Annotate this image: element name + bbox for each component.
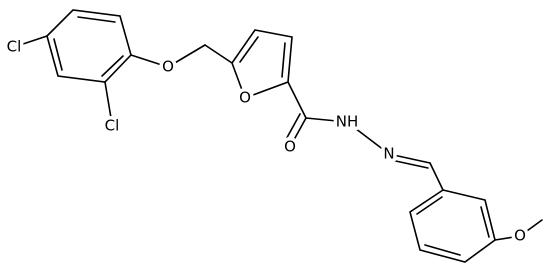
atom-label: N <box>383 145 394 163</box>
atom-label: O <box>514 227 526 245</box>
double-bond <box>390 159 429 169</box>
bond <box>104 81 113 125</box>
atom-label: NH <box>336 113 359 131</box>
bond <box>305 117 348 123</box>
ring-bond <box>46 9 132 83</box>
atom-label: O <box>284 138 296 156</box>
double-bond <box>281 42 286 78</box>
double-bond <box>101 55 124 77</box>
ring-bond <box>409 189 496 263</box>
double-bond <box>388 153 431 164</box>
ring-bond <box>231 29 293 100</box>
atom-label: Cl <box>7 38 22 56</box>
double-bond <box>53 38 63 71</box>
bond <box>167 44 206 68</box>
double-bond <box>289 117 307 148</box>
double-bond <box>424 244 461 256</box>
double-bond <box>239 36 259 63</box>
atom-label: O <box>239 89 251 107</box>
double-bond <box>416 196 443 215</box>
atom-label: Cl <box>105 117 120 135</box>
bond <box>494 235 521 241</box>
atom-labels: Cl Cl O O O NH N O <box>3 34 529 248</box>
double-bond <box>480 206 490 238</box>
bond <box>287 81 307 119</box>
bond <box>429 162 444 191</box>
bond <box>204 44 233 64</box>
bonds <box>13 9 543 263</box>
bond <box>519 219 543 237</box>
double-bond <box>283 113 301 144</box>
bond <box>130 54 169 68</box>
bond <box>346 121 390 155</box>
bond <box>13 35 48 48</box>
atom-label: O <box>162 58 174 76</box>
double-bond <box>77 16 116 23</box>
